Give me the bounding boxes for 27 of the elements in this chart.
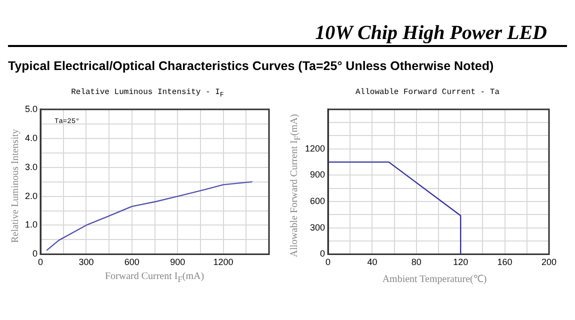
x-tick-label: 300 — [78, 257, 94, 268]
x-tick-label: 120 — [453, 257, 468, 268]
y-tick-label: 900 — [310, 170, 326, 180]
x-tick-label: 1200 — [213, 257, 234, 268]
y-tick-label: 0 — [320, 248, 326, 259]
text: 10W Chip High Power LED — [315, 22, 547, 45]
x-tick-label: 160 — [497, 257, 512, 268]
y-tick-label: 1200 — [304, 143, 326, 154]
chart-title: Allowable Forward Current - Ta — [354, 87, 501, 99]
x-tick-label: 900 — [170, 257, 186, 268]
y-tick-label: 2.0 — [24, 190, 38, 201]
y-tick-label: 300 — [310, 222, 326, 232]
x-tick-label: 40 — [367, 257, 378, 268]
y-tick-label: 4.0 — [24, 132, 38, 143]
x-tick-label: 80 — [411, 257, 422, 268]
y-tick-label: 1.0 — [24, 220, 38, 230]
text: Typical Electrical/Optical Characteristics Curves (Ta=25° Unless Otherwise Noted) — [8, 59, 495, 73]
x-axis-title: Forward Current I$_{F}$(mA) — [104, 271, 206, 284]
x-axis-title: Ambient Temperature(℃) — [381, 273, 488, 285]
x-tick-label: 600 — [124, 257, 140, 268]
y-axis-title: Relative Luminous Intensity — [10, 129, 20, 243]
y-tick-label: 5.0 — [24, 104, 38, 114]
x-tick-label: 200 — [541, 257, 557, 268]
chart-title: Relative Luminous Intensity - I$_{F}$ — [70, 87, 225, 101]
y-tick-label: 600 — [310, 196, 326, 206]
y-tick-label: 3.0 — [24, 162, 38, 172]
y-tick-label: 0 — [32, 248, 38, 259]
